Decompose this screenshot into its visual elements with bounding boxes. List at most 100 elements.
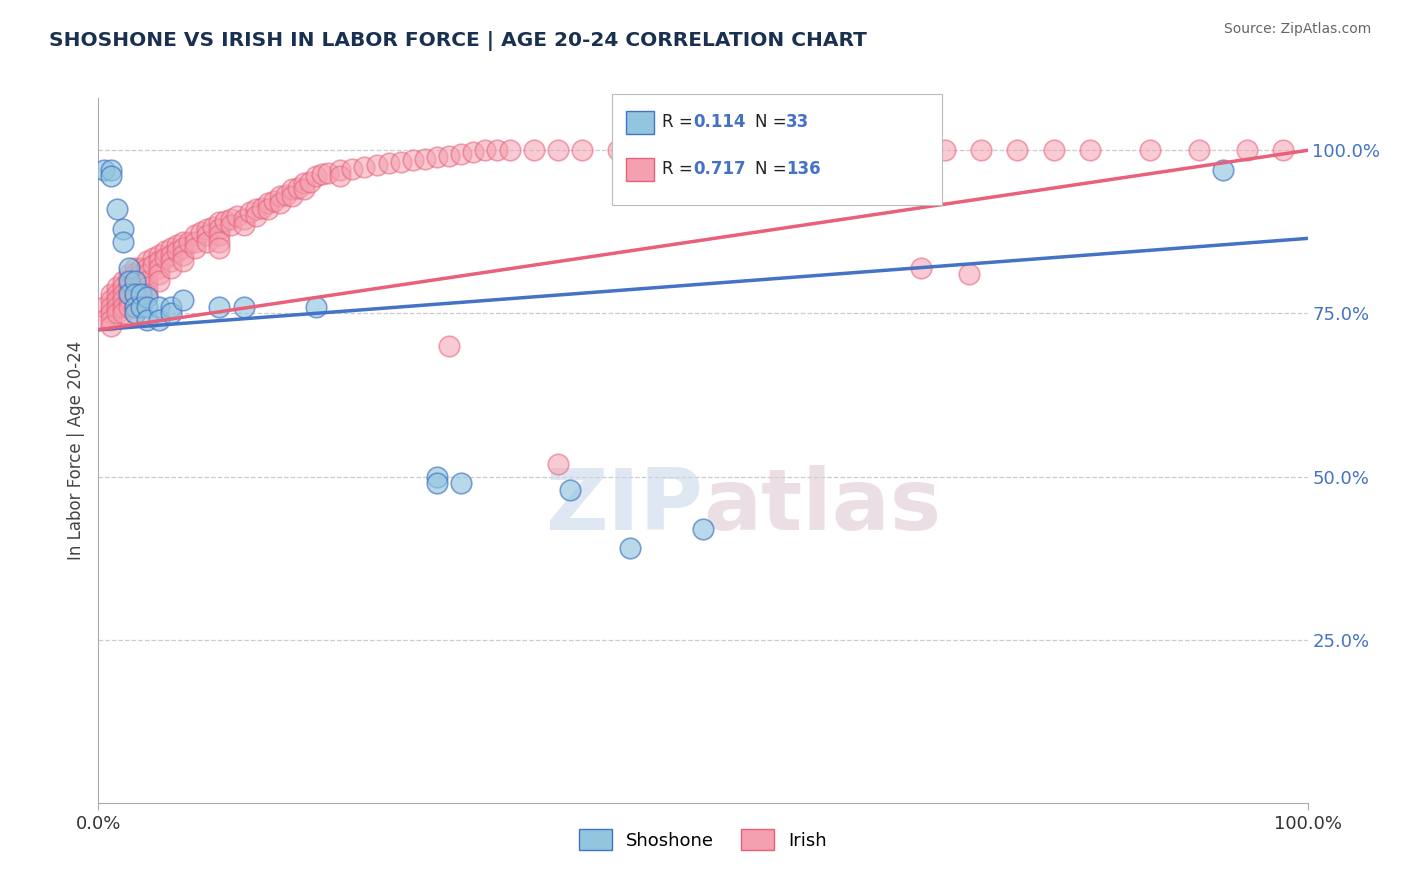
Point (93, 162, 115, 177)
Point (153, 251, 176, 265)
Point (111, 274, 134, 288)
Point (389, 155, 412, 169)
Point (100, 319, 122, 334)
Point (316, 166, 339, 180)
Legend: Shoshone, Irish: Shoshone, Irish (572, 822, 834, 857)
Point (1272, 144, 1295, 158)
Point (105, 280, 128, 294)
Point (281, 182, 304, 196)
Point (256, 195, 278, 210)
Point (124, 286, 146, 301)
Point (245, 202, 267, 216)
Point (208, 300, 231, 314)
Point (124, 293, 146, 308)
Point (124, 274, 146, 288)
Point (644, 144, 666, 158)
Text: 136: 136 (786, 161, 821, 178)
Point (450, 476, 472, 491)
Point (142, 258, 165, 272)
Text: N =: N = (755, 113, 792, 131)
Point (221, 211, 243, 226)
Point (135, 280, 157, 294)
Point (934, 144, 956, 158)
Point (571, 144, 593, 158)
Point (172, 248, 194, 262)
Point (172, 241, 194, 255)
Point (148, 260, 170, 275)
Point (118, 268, 141, 282)
Point (1042, 144, 1064, 158)
Point (124, 277, 146, 291)
Point (172, 254, 194, 268)
Point (100, 300, 122, 314)
Point (1078, 144, 1101, 158)
Point (305, 169, 328, 184)
Point (329, 169, 352, 184)
Point (184, 241, 207, 255)
Point (426, 150, 449, 164)
Point (437, 148, 460, 162)
Point (910, 260, 932, 275)
Point (100, 169, 122, 184)
Point (118, 286, 141, 301)
Point (269, 195, 291, 210)
Point (208, 215, 231, 229)
Point (124, 306, 146, 320)
Point (311, 168, 333, 182)
Point (292, 182, 315, 196)
Point (498, 144, 520, 158)
Point (208, 221, 231, 235)
Point (111, 286, 134, 301)
Point (474, 144, 496, 158)
Point (124, 274, 146, 288)
Point (558, 483, 581, 497)
Point (153, 244, 176, 259)
Point (607, 144, 630, 158)
Point (377, 156, 399, 170)
Point (100, 313, 122, 327)
Point (523, 144, 546, 158)
Y-axis label: In Labor Force | Age 20-24: In Labor Force | Age 20-24 (66, 341, 84, 560)
Point (263, 194, 285, 209)
Point (135, 313, 157, 327)
Text: 0.717: 0.717 (693, 161, 745, 178)
Point (957, 268, 980, 282)
Point (124, 284, 146, 298)
Point (118, 280, 141, 294)
Point (111, 235, 134, 249)
Point (160, 260, 183, 275)
Point (118, 274, 141, 288)
Point (232, 211, 254, 226)
Text: 33: 33 (786, 113, 810, 131)
Point (353, 160, 375, 174)
Point (195, 228, 218, 243)
Point (226, 209, 249, 223)
Point (105, 286, 128, 301)
Point (776, 144, 799, 158)
Point (232, 300, 254, 314)
Point (547, 457, 569, 471)
Point (148, 248, 170, 262)
Point (129, 260, 152, 275)
Point (813, 144, 835, 158)
Point (160, 254, 183, 268)
Point (129, 268, 152, 282)
Point (292, 176, 315, 190)
Point (214, 214, 236, 228)
Text: R =: R = (662, 161, 699, 178)
Point (93, 313, 115, 327)
Point (1188, 144, 1211, 158)
Point (547, 144, 569, 158)
Point (100, 293, 122, 308)
Point (124, 260, 146, 275)
Point (305, 300, 328, 314)
Point (208, 235, 231, 249)
Point (135, 290, 157, 304)
Point (118, 286, 141, 301)
Point (135, 274, 157, 288)
Point (274, 187, 297, 202)
Point (463, 145, 485, 160)
Point (860, 144, 883, 158)
Point (402, 153, 425, 167)
Point (184, 235, 207, 249)
